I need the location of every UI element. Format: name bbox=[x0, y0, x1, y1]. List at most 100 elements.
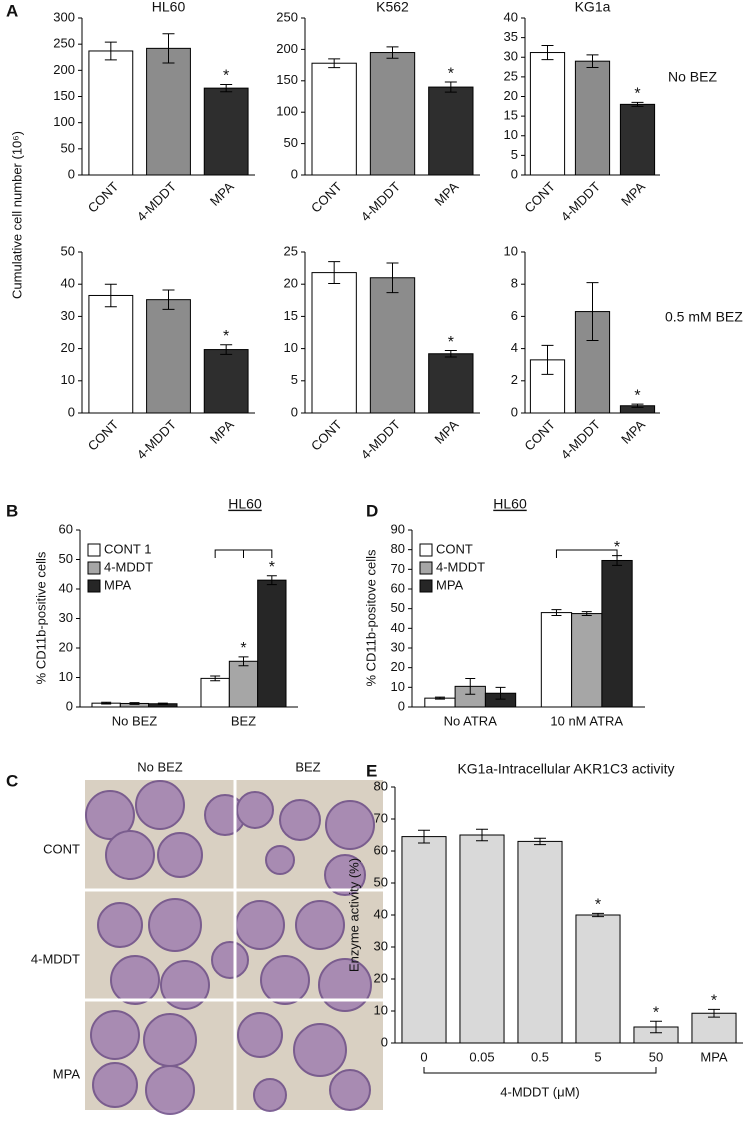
bar bbox=[619, 103, 656, 176]
x-tick-label: 5 bbox=[594, 1049, 601, 1064]
bar bbox=[574, 60, 611, 176]
y-tick-label: 0 bbox=[291, 404, 298, 419]
y-tick-label: 0 bbox=[68, 166, 75, 181]
y-tick-label: 20 bbox=[504, 88, 518, 103]
x-tick-label: 10 nM ATRA bbox=[550, 713, 623, 728]
x-tick-label: 4-MDDT bbox=[134, 179, 179, 224]
error-bar bbox=[586, 54, 599, 68]
bar bbox=[401, 836, 447, 1044]
legend-label: MPA bbox=[104, 577, 132, 592]
bracket bbox=[214, 549, 273, 558]
y-tick-label: 70 bbox=[374, 810, 388, 825]
x-tick-label: 0 bbox=[420, 1049, 427, 1064]
y-tick-label: 20 bbox=[374, 970, 388, 985]
error-bar bbox=[101, 701, 112, 705]
error-bar bbox=[220, 83, 233, 93]
y-tick-label: 300 bbox=[53, 9, 75, 24]
axis bbox=[394, 787, 743, 1044]
x-tick-label: No ATRA bbox=[444, 713, 498, 728]
row-label: 4-MDDT bbox=[31, 951, 80, 966]
y-tick-label: 40 bbox=[59, 580, 73, 595]
bar bbox=[691, 1012, 737, 1044]
y-tick-label: 10 bbox=[284, 340, 298, 355]
error-bar bbox=[708, 1008, 720, 1018]
error-bar bbox=[444, 81, 457, 93]
y-tick-label: 25 bbox=[284, 243, 298, 258]
y-tick-label: 0 bbox=[68, 404, 75, 419]
error-bar bbox=[650, 1020, 662, 1034]
error-bar bbox=[444, 350, 457, 358]
x-tick-label: CONT bbox=[308, 417, 345, 454]
y-tick-label: 100 bbox=[53, 114, 75, 129]
legend-swatch bbox=[87, 561, 101, 575]
error-bar bbox=[541, 344, 554, 375]
chart-title: KG1a bbox=[575, 0, 611, 15]
bar bbox=[459, 834, 505, 1044]
y-tick-label: 5 bbox=[291, 372, 298, 387]
y-tick-label: 150 bbox=[276, 72, 298, 87]
x-tick-label: 0.05 bbox=[469, 1049, 494, 1064]
y-tick-label: 50 bbox=[284, 135, 298, 150]
y-tick-label: 60 bbox=[374, 842, 388, 857]
significance-star: * bbox=[223, 328, 229, 345]
bar bbox=[88, 294, 134, 414]
chart-title: HL60 bbox=[493, 496, 527, 512]
bar bbox=[369, 52, 416, 176]
legend-label: CONT 1 bbox=[104, 541, 151, 556]
error-bar bbox=[551, 609, 562, 617]
y-tick-label: 40 bbox=[374, 906, 388, 921]
y-tick-label: 100 bbox=[276, 104, 298, 119]
y-tick-label: 90 bbox=[391, 521, 405, 536]
chart-title: K562 bbox=[376, 0, 409, 15]
y-tick-label: 30 bbox=[504, 49, 518, 64]
y-tick-label: 40 bbox=[504, 9, 518, 24]
error-bar bbox=[465, 677, 476, 695]
y-tick-label: 0 bbox=[511, 166, 518, 181]
chart-title: HL60 bbox=[228, 496, 262, 512]
error-bar bbox=[157, 702, 168, 705]
x-tick-label: CONT bbox=[85, 179, 122, 216]
y-tick-label: 30 bbox=[61, 308, 75, 323]
y-axis-label: % CD11b-positove cells bbox=[363, 549, 378, 687]
y-tick-label: 10 bbox=[504, 243, 518, 258]
legend-swatch bbox=[87, 543, 101, 557]
y-tick-label: 200 bbox=[53, 62, 75, 77]
y-tick-label: 250 bbox=[53, 36, 75, 51]
y-axis-label: Cumulative cell number (10⁶) bbox=[9, 131, 24, 299]
x-tick-label: 4-MDDT bbox=[358, 417, 403, 462]
x-tick-label: CONT bbox=[308, 179, 345, 216]
error-bar bbox=[386, 46, 399, 59]
bar bbox=[146, 47, 191, 176]
error-bar bbox=[162, 289, 175, 310]
error-bar bbox=[541, 44, 554, 61]
legend-label: MPA bbox=[436, 577, 464, 592]
y-tick-label: 10 bbox=[374, 1002, 388, 1017]
x-tick-label: MPA bbox=[207, 417, 237, 447]
x-tick-label: 4-MDDT bbox=[358, 179, 403, 224]
y-tick-label: 20 bbox=[284, 276, 298, 291]
bar bbox=[571, 613, 603, 708]
error-bar bbox=[534, 837, 546, 846]
y-tick-label: 10 bbox=[61, 372, 75, 387]
significance-star: * bbox=[448, 334, 454, 351]
error-bar bbox=[328, 261, 341, 285]
bar bbox=[88, 50, 134, 176]
bracket bbox=[423, 1067, 657, 1074]
significance-star: * bbox=[711, 993, 717, 1010]
bracket bbox=[555, 549, 618, 558]
y-tick-label: 20 bbox=[61, 340, 75, 355]
y-tick-label: 20 bbox=[391, 659, 405, 674]
row-label: 0.5 mM BEZ bbox=[665, 309, 743, 325]
error-bar bbox=[162, 33, 175, 64]
error-bar bbox=[104, 41, 117, 61]
panel-label: D bbox=[366, 501, 378, 520]
y-tick-label: 50 bbox=[374, 874, 388, 889]
y-tick-label: 8 bbox=[511, 276, 518, 291]
error-bar bbox=[266, 575, 277, 586]
micrograph: C No BEZ BEZ CONT 4-MDDT MPA bbox=[6, 759, 383, 1115]
column-label: No BEZ bbox=[137, 759, 183, 774]
significance-star: * bbox=[653, 1004, 659, 1021]
y-tick-label: 20 bbox=[59, 639, 73, 654]
y-tick-label: 60 bbox=[391, 580, 405, 595]
y-tick-label: 30 bbox=[374, 938, 388, 953]
